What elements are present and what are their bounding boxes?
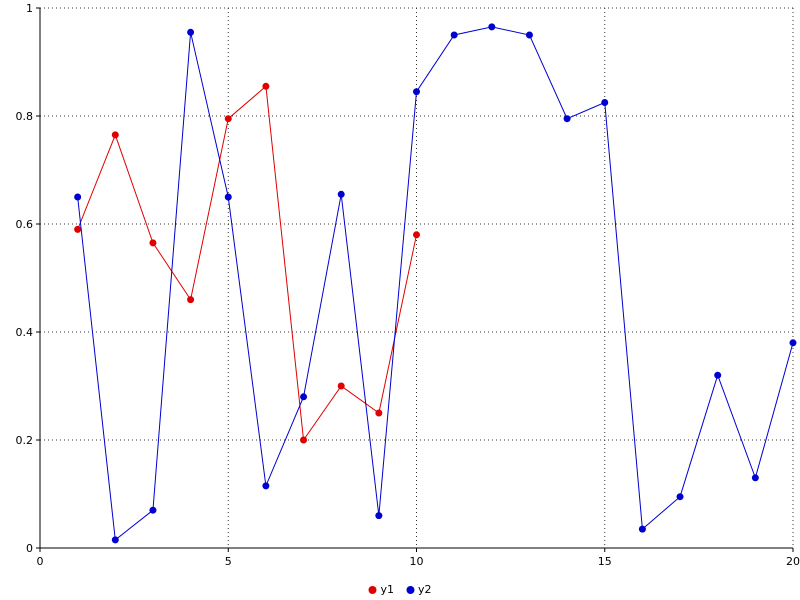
series-y1-point-4: [187, 296, 195, 304]
x-tick-label-10: 10: [410, 555, 424, 568]
series-y2-point-1: [74, 193, 82, 201]
series-y2-point-14: [563, 115, 571, 123]
legend-item-y2: y2: [406, 583, 432, 596]
legend-item-y1: y1: [368, 583, 394, 596]
y-tick-label-0.6: 0.6: [16, 218, 34, 231]
x-tick-label-0: 0: [37, 555, 44, 568]
series-y1-point-3: [149, 239, 157, 247]
legend: y1 y2: [368, 583, 432, 596]
series-y2-point-18: [714, 371, 722, 379]
series-y2-point-16: [638, 525, 646, 533]
series-y1-point-6: [262, 82, 270, 90]
series-y1-point-2: [111, 131, 119, 139]
series-y2-point-7: [300, 393, 308, 401]
series-y2-point-19: [751, 474, 759, 482]
legend-label-y2: y2: [418, 583, 432, 596]
series-y2-point-2: [111, 536, 119, 544]
y-tick-label-1: 1: [26, 2, 33, 15]
series-y2-line: [77, 26, 794, 541]
series-y2-point-12: [488, 23, 496, 31]
x-tick-label-20: 20: [786, 555, 800, 568]
series-y2-point-17: [676, 493, 684, 501]
x-tick-label-5: 5: [225, 555, 232, 568]
y-tick-label-0: 0: [26, 542, 33, 555]
y-tick-label-0.8: 0.8: [16, 110, 34, 123]
series-y1-line: [77, 85, 417, 442]
series-y2-point-6: [262, 482, 270, 490]
series-y1-point-7: [300, 436, 308, 444]
legend-label-y1: y1: [380, 583, 394, 596]
x-tick-label-15: 15: [598, 555, 612, 568]
series-y2-point-4: [187, 28, 195, 36]
series-y2-point-15: [601, 99, 609, 106]
series-y1-point-10: [413, 231, 420, 239]
series-y2-point-11: [450, 31, 458, 39]
y2-marker-icon: [406, 585, 414, 594]
y-tick-label-0.2: 0.2: [16, 434, 34, 447]
series-y1-point-9: [375, 409, 383, 417]
series-y1-point-5: [224, 115, 232, 123]
series-y2-point-9: [375, 512, 383, 520]
series-y2-point-10: [413, 88, 420, 96]
series-y1-point-8: [337, 382, 345, 390]
series-y2-point-20: [789, 339, 797, 347]
series-y2-point-3: [149, 506, 157, 514]
series-y2-point-5: [224, 193, 232, 201]
y-tick-label-0.4: 0.4: [16, 326, 34, 339]
series-y1-point-1: [74, 225, 82, 233]
y1-marker-icon: [368, 585, 377, 594]
series-y2-point-13: [525, 31, 533, 39]
series-y2-point-8: [337, 190, 345, 198]
